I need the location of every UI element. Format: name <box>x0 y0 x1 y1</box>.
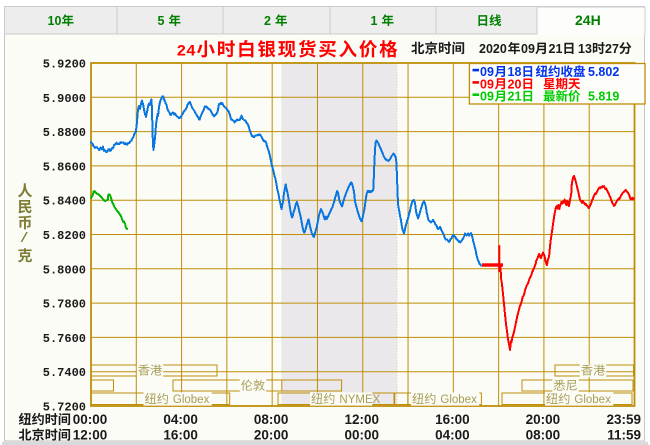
svg-text:5.8400: 5.8400 <box>43 195 86 209</box>
svg-text:13: 13 <box>578 42 592 56</box>
svg-text:18: 18 <box>508 65 522 79</box>
svg-text:00:00: 00:00 <box>344 428 379 443</box>
svg-text:/: / <box>20 231 28 247</box>
svg-text:23:59: 23:59 <box>606 412 641 427</box>
svg-text:5.7400: 5.7400 <box>43 366 86 380</box>
svg-text:09: 09 <box>480 90 494 104</box>
svg-text:Globex: Globex <box>440 394 477 406</box>
svg-text:24: 24 <box>177 43 197 61</box>
svg-text:5.7200: 5.7200 <box>43 401 86 415</box>
svg-text:20:00: 20:00 <box>254 428 289 443</box>
svg-text:09: 09 <box>480 65 494 79</box>
svg-text:20:00: 20:00 <box>526 412 561 427</box>
svg-text:2: 2 <box>264 14 271 28</box>
svg-text:5.8200: 5.8200 <box>43 229 86 243</box>
svg-text:16:00: 16:00 <box>163 428 198 443</box>
svg-text:Globex: Globex <box>173 394 210 406</box>
svg-text:04:00: 04:00 <box>163 412 198 427</box>
svg-text:21: 21 <box>508 90 522 104</box>
svg-text:00:00: 00:00 <box>73 412 108 427</box>
svg-text:5: 5 <box>158 14 165 28</box>
svg-text:09: 09 <box>521 42 535 56</box>
svg-text:24H: 24H <box>575 12 601 28</box>
svg-text:21: 21 <box>549 42 563 56</box>
svg-text:20: 20 <box>508 77 522 91</box>
svg-text:NYMEX: NYMEX <box>339 394 380 406</box>
svg-text:5.8600: 5.8600 <box>43 160 86 174</box>
svg-text:10: 10 <box>48 14 62 28</box>
svg-text:08:00: 08:00 <box>526 428 561 443</box>
svg-text:11:59: 11:59 <box>607 428 641 443</box>
svg-text:08:00: 08:00 <box>254 412 289 427</box>
svg-text:04:00: 04:00 <box>435 428 470 443</box>
svg-text:09: 09 <box>480 77 494 91</box>
svg-text:5.9200: 5.9200 <box>43 58 86 72</box>
svg-text:5.802: 5.802 <box>588 65 619 79</box>
svg-text:5.819: 5.819 <box>588 90 619 104</box>
svg-text:12:00: 12:00 <box>73 428 108 443</box>
svg-text:5.8000: 5.8000 <box>43 263 86 277</box>
svg-text:2020: 2020 <box>479 42 507 56</box>
svg-text:5.7800: 5.7800 <box>43 298 86 312</box>
svg-text:Globex: Globex <box>574 394 611 406</box>
svg-text:5.7600: 5.7600 <box>43 332 86 346</box>
svg-text:5.8800: 5.8800 <box>43 126 86 140</box>
svg-text:5.9000: 5.9000 <box>43 92 86 106</box>
svg-text:12:00: 12:00 <box>344 412 379 427</box>
svg-text:1: 1 <box>371 14 378 28</box>
svg-text:27: 27 <box>605 42 619 56</box>
svg-text:16:00: 16:00 <box>435 412 470 427</box>
